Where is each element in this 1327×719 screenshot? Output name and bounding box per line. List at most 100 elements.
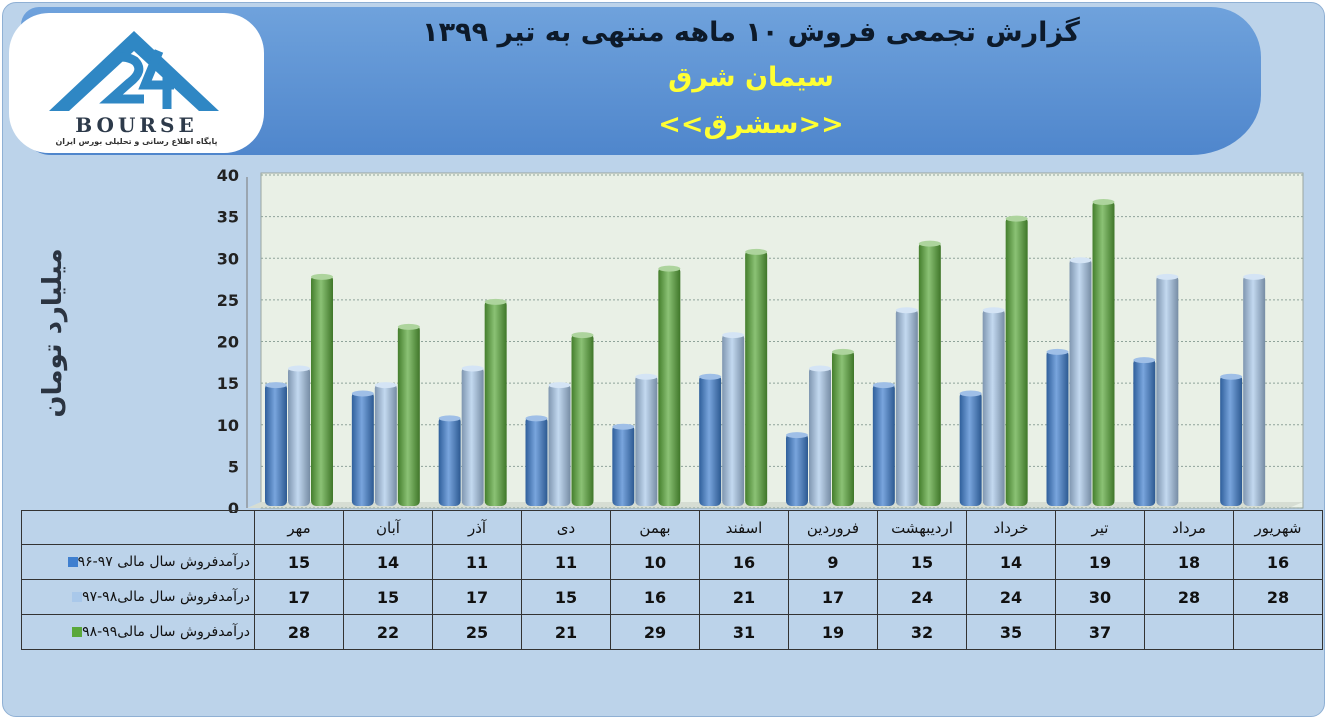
bar-s1-10	[1046, 349, 1069, 506]
category-label: دی	[521, 510, 611, 545]
value-cell: 14	[966, 544, 1056, 580]
data-table: مهر آبان آذر دی بهمن اسفند فروردین اردیبهشت خردا…	[21, 510, 1323, 650]
category-label: فروردین	[788, 510, 878, 545]
bar-top-s1-11	[1133, 357, 1156, 364]
bar-top-s3-6	[745, 248, 768, 255]
category-label: آذر	[432, 510, 522, 545]
bar-top-s3-10	[1092, 198, 1115, 205]
value-cell: 14	[343, 544, 433, 580]
bar-top-s2-3	[461, 365, 484, 372]
value-cell: 24	[877, 579, 967, 615]
value-cell: 11	[521, 544, 611, 580]
value-cell: 15	[254, 544, 344, 580]
bar-top-s2-7	[809, 365, 831, 372]
series-label: درآمدفروش سال مالی ۹۷-۹۶	[21, 544, 255, 580]
value-cell: 17	[788, 579, 878, 615]
bar-top-s1-9	[959, 390, 982, 397]
value-cell: 28	[1144, 579, 1234, 615]
bar-s2-9	[982, 308, 1005, 506]
y-tick-label: 30	[217, 249, 239, 268]
bar-s2-1	[288, 366, 310, 506]
logo-subtitle: پایگاه اطلاع رسانی و تحلیلی بورس ایران	[55, 137, 218, 146]
ticker-symbol: <<سشرق>>	[658, 109, 844, 140]
bar-s2-7	[809, 366, 831, 506]
bar-top-s2-5	[635, 373, 658, 380]
series-name: درآمدفروش سال مالی ۹۷-۹۶	[77, 554, 250, 570]
bar-top-s1-6	[699, 373, 722, 380]
value-cell: 28	[254, 614, 344, 650]
y-tick-label: 25	[217, 291, 239, 310]
bar-top-s1-5	[612, 423, 635, 430]
bar-top-s1-10	[1046, 348, 1069, 355]
value-cell: 29	[610, 614, 700, 650]
bar-s3-1	[311, 274, 333, 506]
bar-top-s2-6	[722, 332, 745, 339]
value-cell: 11	[432, 544, 522, 580]
sales-bar-chart: 0 5 10 15 20 25 30 35 40	[217, 166, 1304, 513]
legend-swatch-icon	[72, 627, 83, 637]
bar-s3-10	[1092, 199, 1115, 506]
bar-s2-3	[461, 366, 484, 506]
value-cell: 25	[432, 614, 522, 650]
bar-top-s3-5	[658, 265, 681, 272]
bar-s1-9	[959, 391, 982, 506]
bar-s1-4	[525, 416, 548, 506]
bar-s2-2	[374, 383, 397, 506]
report-title: گزارش تجمعی فروش ۱۰ ماهه منتهی به تیر ۱۳…	[422, 17, 1080, 48]
value-cell: 15	[877, 544, 967, 580]
bar-top-s1-3	[438, 415, 461, 422]
table-corner	[21, 510, 255, 545]
y-tick-label: 5	[228, 457, 239, 476]
category-label: آبان	[343, 510, 433, 545]
bar-top-s2-10	[1069, 257, 1092, 264]
value-cell: 19	[788, 614, 878, 650]
value-cell: 28	[1233, 579, 1323, 615]
series-label: درآمدفروش سال مالی۹۸-۹۷	[21, 579, 255, 615]
bar-s2-8	[895, 308, 918, 506]
value-cell	[1233, 614, 1323, 650]
bar-s2-5	[635, 374, 658, 506]
bar-s1-6	[699, 374, 722, 506]
bar-s3-6	[745, 249, 768, 507]
value-cell: 32	[877, 614, 967, 650]
value-cell: 16	[699, 544, 789, 580]
bar-s1-1	[265, 383, 287, 506]
bar-s3-5	[658, 266, 681, 506]
value-cell: 17	[254, 579, 344, 615]
category-label: اسفند	[699, 510, 789, 545]
series-label: درآمدفروش سال مالی۹۹-۹۸	[21, 614, 255, 650]
table-row: درآمدفروش سال مالی۹۹-۹۸ 28 22 25 21 29 31 19 32 3…	[21, 614, 1323, 650]
table-row: درآمدفروش سال مالی۹۸-۹۷ 17 15 17 15 16 21 17 24 2…	[21, 579, 1323, 615]
legend-swatch-icon	[67, 557, 78, 567]
bar-s1-8	[872, 383, 895, 506]
bar-top-s1-2	[351, 390, 374, 397]
bar-s1-11	[1133, 358, 1156, 506]
bar-s3-2	[397, 324, 420, 506]
value-cell: 17	[432, 579, 522, 615]
bar-top-s1-12	[1220, 373, 1243, 380]
category-label: شهریور	[1233, 510, 1323, 545]
plot-area	[260, 172, 1304, 509]
y-tick-label: 35	[217, 208, 239, 227]
logo-wordmark: BOURSE	[75, 113, 198, 137]
bar-s1-12	[1220, 374, 1243, 506]
bar-top-s3-4	[571, 332, 594, 339]
bar-s3-8	[918, 241, 941, 506]
bar-s1-5	[612, 424, 635, 506]
bar-top-s3-9	[1005, 215, 1028, 222]
bar-top-s3-3	[484, 298, 507, 305]
bar-top-s3-1	[311, 273, 333, 280]
value-cell: 31	[699, 614, 789, 650]
bar-top-s1-7	[786, 432, 808, 439]
bar-s2-4	[548, 383, 571, 506]
value-cell: 19	[1055, 544, 1145, 580]
category-label: اردیبهشت	[877, 510, 967, 545]
company-name: سیمان شرق	[668, 62, 834, 93]
bar-top-s2-9	[982, 307, 1005, 314]
bar-s3-7	[832, 349, 854, 506]
y-tick-label: 15	[217, 374, 239, 393]
value-cell: 18	[1144, 544, 1234, 580]
value-cell: 21	[521, 614, 611, 650]
y-tick-label: 10	[217, 416, 239, 435]
value-cell: 15	[343, 579, 433, 615]
